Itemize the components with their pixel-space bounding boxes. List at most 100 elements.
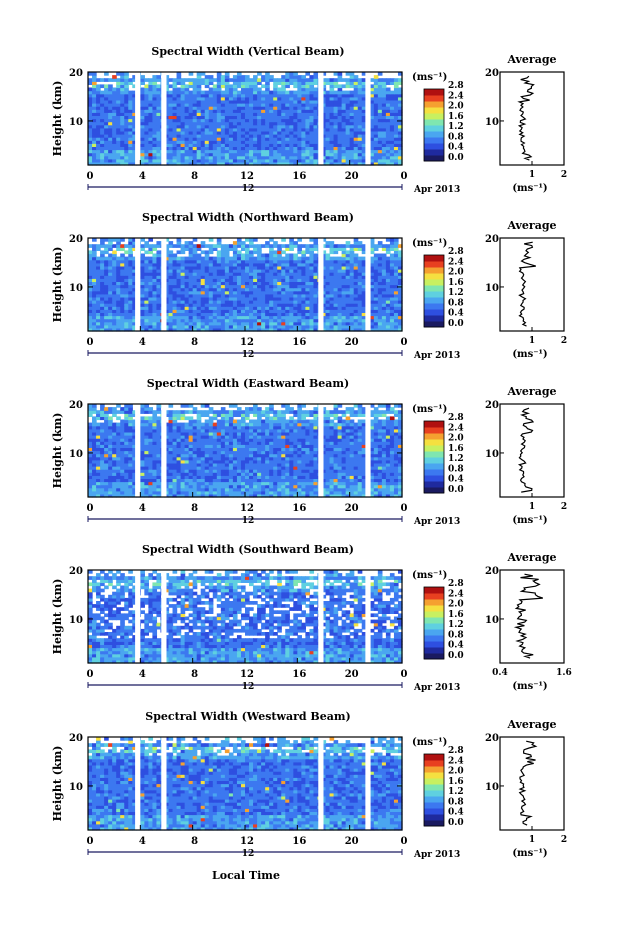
heatmap-cell	[321, 303, 327, 307]
heatmap-cell	[253, 118, 258, 123]
heatmap-cell	[297, 284, 302, 289]
colorbar-tick-label: 2.4	[448, 257, 464, 267]
heatmap-cell	[345, 490, 351, 495]
heatmap-cell	[192, 106, 198, 110]
heatmap-cell	[253, 109, 258, 113]
heatmap-cell	[285, 244, 290, 248]
heatmap-cell	[200, 293, 206, 298]
heatmap-cell	[192, 143, 198, 147]
heatmap-cell	[144, 284, 149, 289]
heatmap-cell	[257, 269, 262, 273]
heatmap-cell	[249, 284, 254, 289]
heatmap-cell	[228, 149, 234, 154]
heatmap-cell	[200, 244, 206, 248]
heatmap-cell	[313, 241, 319, 245]
heatmap-cell	[220, 112, 226, 116]
heatmap-cell	[184, 155, 190, 160]
heatmap-cell	[305, 149, 311, 154]
heatmap-cell	[108, 490, 113, 495]
heatmap-cell	[100, 103, 105, 107]
heatmap-cell	[337, 324, 343, 329]
heatmap-cell	[120, 290, 125, 295]
heatmap-cell	[325, 493, 331, 498]
heatmap-cell	[112, 484, 117, 489]
heatmap-cell	[132, 478, 137, 483]
heatmap-cell	[116, 99, 121, 104]
heatmap-cell	[172, 318, 178, 323]
heatmap-cell	[281, 81, 286, 85]
heatmap-cell	[265, 272, 270, 276]
heatmap-cell	[140, 140, 145, 144]
heatmap-cell	[393, 96, 399, 101]
heatmap-cell	[180, 296, 186, 301]
heatmap-cell	[216, 118, 222, 123]
heatmap-cell	[104, 106, 109, 110]
heatmap-cell	[381, 124, 387, 129]
heatmap-cell	[232, 109, 238, 113]
heatmap-cell	[297, 318, 302, 323]
heatmap-cell	[373, 149, 379, 154]
heatmap-cell	[108, 321, 113, 326]
heatmap-cell	[357, 269, 363, 273]
heatmap-cell	[180, 275, 186, 279]
heatmap-cell	[128, 158, 133, 163]
heatmap-cell	[341, 143, 347, 147]
heatmap-cell	[168, 143, 174, 147]
heatmap-cell	[285, 312, 290, 317]
heatmap-cell	[249, 303, 254, 307]
heatmap-cell	[116, 161, 121, 166]
heatmap-cell	[180, 303, 186, 307]
heatmap-cell	[92, 265, 97, 270]
heatmap-cell	[204, 127, 210, 132]
heatmap-cell	[124, 99, 129, 104]
heatmap-cell	[112, 321, 117, 326]
heatmap-cell	[245, 158, 250, 163]
heatmap-cell	[92, 296, 97, 301]
heatmap-cell	[329, 487, 335, 492]
heatmap-cell	[184, 247, 190, 251]
heatmap-cell	[345, 287, 351, 292]
heatmap-cell	[156, 327, 162, 332]
heatmap-cell	[345, 81, 351, 85]
heatmap-cell	[321, 158, 327, 163]
colorbar-segment	[424, 317, 444, 320]
heatmap-cell	[152, 487, 158, 492]
heatmap-cell	[156, 106, 162, 110]
heatmap-cell	[232, 290, 238, 295]
heatmap-cell	[192, 96, 198, 101]
heatmap-cell	[253, 121, 258, 126]
heatmap-cell	[144, 78, 149, 82]
heatmap-cell	[297, 87, 302, 92]
heatmap-cell	[361, 78, 367, 82]
heatmap-cell	[257, 247, 262, 251]
heatmap-cell	[357, 149, 363, 154]
heatmap-cell	[124, 478, 129, 483]
heatmap-cell	[321, 256, 327, 261]
average-profile-line	[517, 75, 535, 161]
heatmap-cell	[389, 327, 395, 332]
heatmap-cell	[301, 269, 306, 273]
heatmap-cell	[168, 103, 174, 107]
heatmap-cell	[353, 300, 359, 304]
heatmap-cell	[305, 124, 311, 129]
heatmap-cell	[325, 487, 331, 492]
heatmap-cell	[341, 99, 347, 104]
heatmap-cell	[104, 112, 109, 116]
heatmap-cell	[341, 155, 347, 160]
heatmap-cell	[216, 143, 222, 147]
heatmap-cell	[164, 253, 170, 258]
heatmap-cell	[164, 324, 170, 329]
heatmap-cell	[273, 161, 278, 166]
heatmap-cell	[164, 244, 170, 248]
heatmap-cell	[172, 262, 178, 267]
heatmap-cell	[309, 75, 315, 79]
heatmap-cell	[301, 275, 306, 279]
heatmap-cell	[92, 90, 97, 95]
heatmap-cell	[293, 118, 298, 123]
colorbar-segment	[424, 141, 444, 144]
heatmap-cell	[164, 103, 170, 107]
heatmap-cell	[341, 244, 347, 248]
heatmap-cell	[168, 269, 174, 273]
heatmap-cell	[100, 158, 105, 163]
heatmap-cell	[333, 312, 339, 317]
